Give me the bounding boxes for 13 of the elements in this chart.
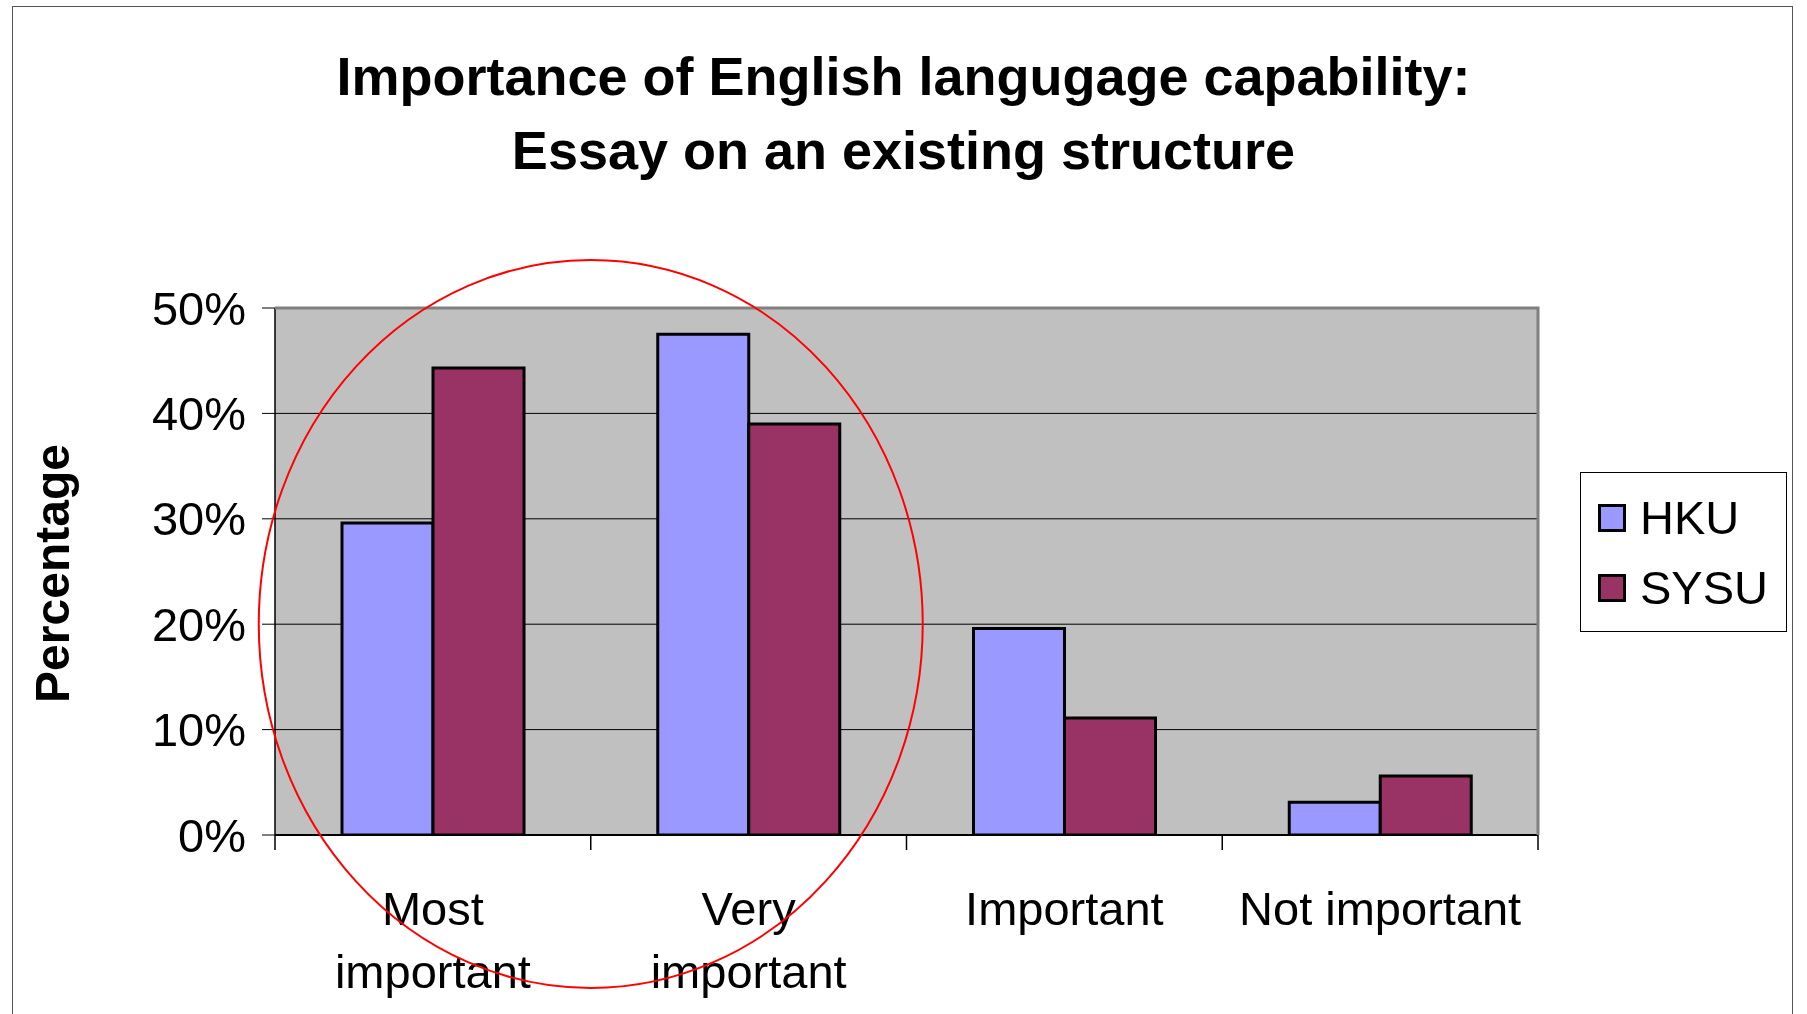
y-tick-label: 30% xyxy=(151,492,246,546)
legend-label: HKU xyxy=(1640,490,1740,546)
y-tick-label: 10% xyxy=(151,703,246,757)
x-tick-label: Not important xyxy=(1239,882,1522,935)
y-axis-title: Percentage xyxy=(25,444,79,703)
legend-label: SYSU xyxy=(1640,560,1768,616)
y-tick-label: 50% xyxy=(151,281,246,335)
x-tick-label: Very important xyxy=(650,882,847,998)
x-tick-label: Important xyxy=(965,882,1164,935)
y-tick-label: 0% xyxy=(178,808,246,862)
y-tick-label: 40% xyxy=(151,387,246,441)
y-tick-label: 20% xyxy=(151,597,246,651)
chart-title: Importance of English langugage capability: Essay on an existing structure xyxy=(335,45,1472,182)
